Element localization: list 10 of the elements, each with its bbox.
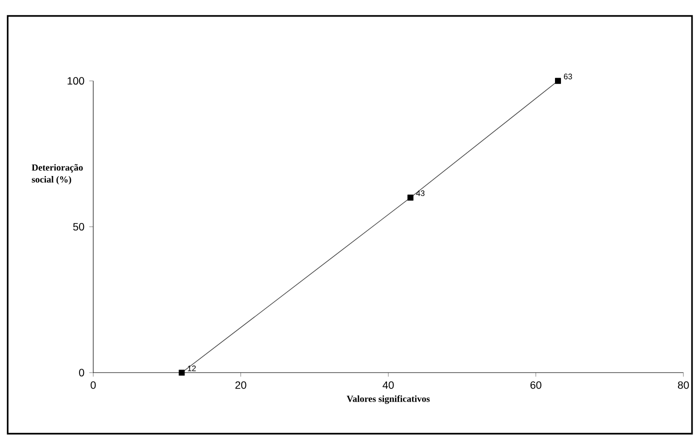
- y-axis-title: Deterioração social (%): [32, 164, 83, 185]
- y-tick-label: 50: [73, 223, 84, 231]
- x-axis-title: Valores significativos: [346, 395, 430, 404]
- y-tick-label: 100: [68, 77, 84, 85]
- x-tick-label: 60: [530, 382, 542, 390]
- x-tick-label: 80: [678, 382, 689, 390]
- x-tick-label: 20: [235, 382, 246, 390]
- y-tick-label: 0: [79, 369, 84, 377]
- x-tick-label: 40: [382, 382, 394, 390]
- x-tick-label: 0: [90, 382, 96, 390]
